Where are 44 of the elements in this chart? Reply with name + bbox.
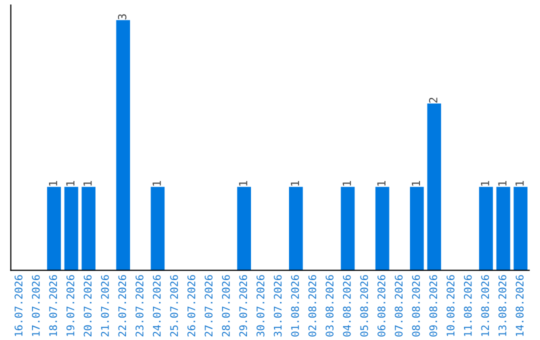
x-tick-label: 24.07.2026 (152, 275, 161, 336)
data-label: 1 (290, 180, 300, 186)
x-tick-label: 07.08.2026 (394, 275, 403, 336)
x-tick-label: 27.07.2026 (204, 275, 213, 336)
x-tick-label: 10.08.2026 (446, 275, 454, 336)
x-tick-label: 20.07.2026 (84, 275, 92, 336)
data-label: 1 (412, 180, 420, 186)
data-label: 1 (377, 180, 386, 186)
data-label: 1 (516, 180, 524, 186)
x-tick-label: 31.07.2026 (274, 275, 282, 336)
data-label: 2 (429, 98, 438, 103)
x-tick-label: 13.08.2026 (498, 275, 506, 336)
x-tick-label: 09.08.2026 (429, 275, 438, 336)
x-tick-label: 23.07.2026 (136, 275, 144, 336)
x-tick-label: 26.07.2026 (187, 275, 196, 336)
x-tick-label: 03.08.2026 (326, 275, 334, 336)
x-tick-label: 17.07.2026 (32, 275, 40, 336)
x-tick-label: 19.07.2026 (66, 275, 74, 336)
x-tick-label: 16.07.2026 (14, 275, 22, 336)
x-tick-label: 25.07.2026 (170, 275, 178, 336)
x-tick-label: 30.07.2026 (256, 275, 264, 336)
x-tick-label: 22.07.2026 (118, 275, 126, 336)
x-tick-label: 18.07.2026 (49, 275, 58, 336)
x-tick-label: 05.08.2026 (360, 275, 368, 336)
x-tick-label: 11.08.2026 (464, 275, 472, 336)
x-tick-label: 02.08.2026 (308, 275, 316, 336)
x-tick-label: 28.07.2026 (222, 275, 230, 336)
data-label: 1 (239, 180, 248, 186)
x-tick-label: 29.07.2026 (239, 275, 248, 336)
data-label: 3 (118, 14, 126, 20)
x-tick-label: 14.08.2026 (516, 275, 524, 336)
data-label: 1 (152, 180, 161, 186)
x-tick-label: 21.07.2026 (101, 275, 109, 336)
data-label: 1 (84, 180, 92, 186)
data-label: 1 (48, 180, 58, 186)
x-tick-label: 01.08.2026 (291, 275, 299, 336)
x-tick-label: 06.08.2026 (377, 275, 386, 336)
x-tick-label: 12.08.2026 (481, 275, 490, 336)
data-label: 1 (480, 180, 490, 186)
x-tick-label: 08.08.2026 (412, 275, 420, 336)
data-label: 1 (342, 180, 351, 186)
x-tick-label: 04.08.2026 (342, 275, 351, 336)
data-label: 1 (66, 180, 74, 186)
data-label: 1 (498, 180, 506, 186)
